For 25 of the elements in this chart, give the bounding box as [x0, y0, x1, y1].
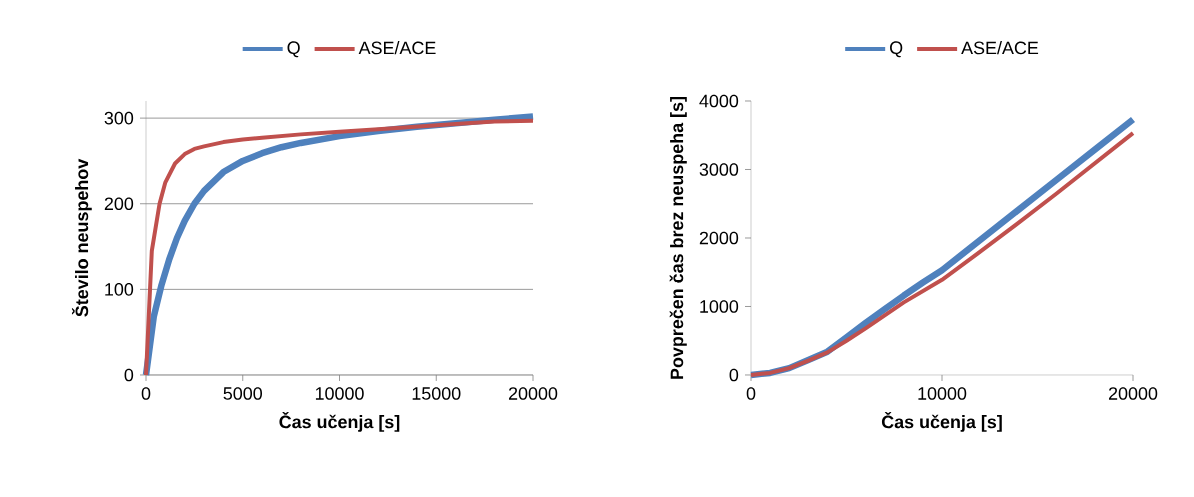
- x-tick-label: 20000: [1108, 387, 1158, 400]
- y-tick-label: 300: [104, 111, 134, 125]
- x-tick-label: 20000: [508, 387, 558, 400]
- y-tick-label: 0: [124, 368, 134, 382]
- y-tick-label: 2000: [699, 231, 739, 245]
- x-tick-label: 15000: [412, 387, 461, 400]
- x-axis-title: Čas učenja [s]: [279, 412, 400, 432]
- y-tick-label: 3000: [699, 163, 739, 176]
- x-tick-label: 10000: [918, 387, 967, 400]
- legend-label: Q: [890, 41, 903, 58]
- x-tick-label: 0: [746, 387, 756, 400]
- y-tick-label: 100: [105, 283, 134, 296]
- x-tick-label: 5000: [223, 387, 263, 400]
- legend-label: ASE/ACE: [358, 41, 436, 55]
- y-tick-label: 1000: [700, 300, 739, 313]
- x-tick-label: 0: [141, 387, 151, 400]
- y-tick-label: 4000: [699, 94, 739, 108]
- y-axis-title: Število neuspehov: [71, 158, 92, 317]
- y-tick-label: 200: [104, 197, 134, 211]
- x-tick-label: 10000: [315, 387, 364, 400]
- legend-label: ASE/ACE: [961, 41, 1039, 55]
- y-tick-label: 0: [729, 368, 739, 382]
- legend-label: Q: [287, 41, 300, 58]
- y-axis-title: Povprečen čas brez neuspeha [s]: [669, 97, 687, 379]
- x-axis-title: Čas učenja [s]: [881, 412, 1002, 432]
